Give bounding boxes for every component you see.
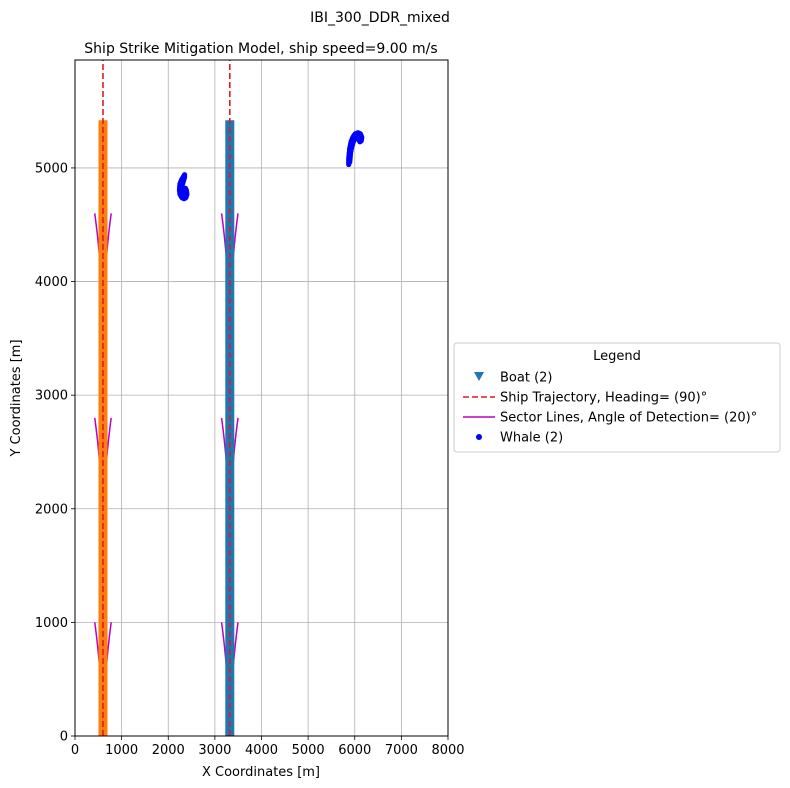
whale-point xyxy=(347,159,353,165)
y-tick-label: 5000 xyxy=(35,161,68,176)
legend-title: Legend xyxy=(593,349,641,364)
x-axis-ticks: 0 1000 2000 3000 4000 5000 6000 7000 8000 xyxy=(71,736,465,758)
x-tick-label: 5000 xyxy=(292,743,325,758)
y-axis-ticks: 0 1000 2000 3000 4000 5000 xyxy=(35,161,75,745)
legend-label: Whale (2) xyxy=(500,431,563,446)
legend-entry: Whale (2) xyxy=(476,431,563,446)
legend-box xyxy=(453,342,781,453)
legend-entry: Boat (2) xyxy=(474,371,552,386)
y-tick-label: 4000 xyxy=(35,275,68,290)
legend-entry: Sector Lines, Angle of Detection= (20)° xyxy=(463,411,757,426)
y-tick-label: 1000 xyxy=(35,616,68,631)
y-tick-label: 2000 xyxy=(35,502,68,517)
x-tick-label: 3000 xyxy=(198,743,231,758)
legend-label: Sector Lines, Angle of Detection= (20)° xyxy=(500,411,757,426)
y-tick-label: 3000 xyxy=(35,389,68,404)
x-tick-label: 2000 xyxy=(152,743,185,758)
legend-marker-whale xyxy=(476,434,482,440)
legend-entry: Ship Trajectory, Heading= (90)° xyxy=(463,391,707,406)
x-tick-label: 7000 xyxy=(385,743,418,758)
x-tick-label: 4000 xyxy=(245,743,278,758)
chart-title: Ship Strike Mitigation Model, ship speed… xyxy=(84,41,437,57)
y-tick-label: 0 xyxy=(60,730,68,745)
ship-trajectories xyxy=(102,60,231,736)
x-tick-label: 8000 xyxy=(431,743,464,758)
whale-tracks xyxy=(176,130,365,202)
legend-label: Boat (2) xyxy=(500,371,552,386)
x-axis-label: X Coordinates [m] xyxy=(202,765,320,780)
y-axis-label: Y Coordinates [m] xyxy=(9,339,24,457)
legend-marker-boat xyxy=(474,372,484,381)
x-tick-label: 6000 xyxy=(338,743,371,758)
legend: Legend Boat (2) Ship Trajectory, Heading=… xyxy=(453,342,781,453)
plot-area xyxy=(74,59,449,737)
x-tick-label: 1000 xyxy=(105,743,138,758)
whale-point xyxy=(181,174,188,180)
x-tick-label: 0 xyxy=(71,743,79,758)
legend-entries: Boat (2) Ship Trajectory, Heading= (90)° S… xyxy=(463,371,757,446)
legend-label: Ship Trajectory, Heading= (90)° xyxy=(500,391,707,406)
figure-suptitle: IBI_300_DDR_mixed xyxy=(310,10,450,26)
